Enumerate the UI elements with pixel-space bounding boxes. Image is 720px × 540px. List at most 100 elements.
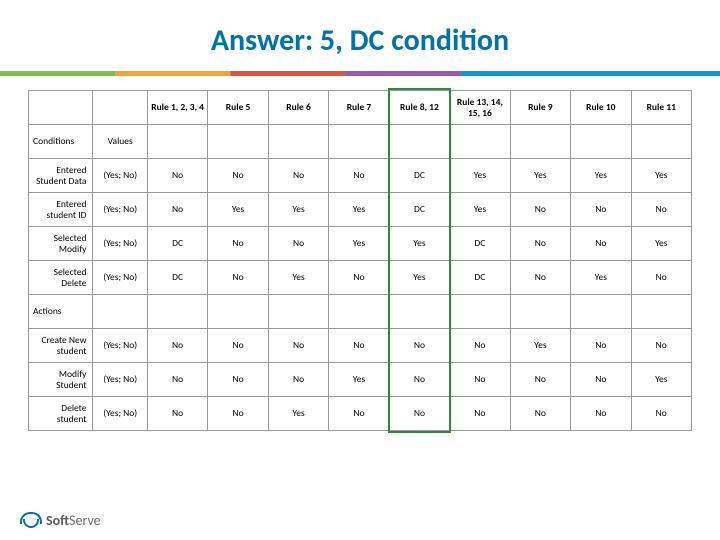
cell: No xyxy=(571,329,631,363)
cell: No xyxy=(510,397,570,431)
cell xyxy=(571,295,631,329)
table-row: Modify Student(Yes; No)NoNoNoYesNoNoNoNo… xyxy=(29,363,692,397)
table-row: Selected Modify(Yes; No)DCNoNoYesYesDCNo… xyxy=(29,227,692,261)
row-label: Selected Delete xyxy=(29,261,93,295)
cell xyxy=(93,295,147,329)
cell: No xyxy=(450,363,510,397)
cell: No xyxy=(571,227,631,261)
column-header xyxy=(93,91,147,125)
cell: No xyxy=(147,397,207,431)
cell: Yes xyxy=(510,159,570,193)
cell: (Yes; No) xyxy=(93,261,147,295)
cell: Yes xyxy=(329,363,389,397)
cell: Yes xyxy=(389,261,449,295)
cell: Yes xyxy=(389,227,449,261)
cell: Yes xyxy=(571,159,631,193)
cell: Values xyxy=(93,125,147,159)
cell: DC xyxy=(389,159,449,193)
cell: Yes xyxy=(329,227,389,261)
cell: DC xyxy=(450,261,510,295)
cell: DC xyxy=(147,227,207,261)
column-header: Rule 5 xyxy=(208,91,268,125)
cell: No xyxy=(268,227,328,261)
cell xyxy=(389,295,449,329)
cell: Yes xyxy=(268,261,328,295)
cell xyxy=(268,295,328,329)
cell: Yes xyxy=(510,329,570,363)
row-label: Entered student ID xyxy=(29,193,93,227)
cell: Yes xyxy=(268,193,328,227)
cell: Yes xyxy=(208,193,268,227)
cell xyxy=(208,125,268,159)
table-row: Entered Student Data(Yes; No)NoNoNoNoDCY… xyxy=(29,159,692,193)
cell: (Yes; No) xyxy=(93,329,147,363)
cell: Yes xyxy=(329,193,389,227)
cell: No xyxy=(631,329,691,363)
table-row: Actions xyxy=(29,295,692,329)
row-label: Create New student xyxy=(29,329,93,363)
cell: No xyxy=(329,397,389,431)
cell: No xyxy=(571,397,631,431)
cell xyxy=(389,125,449,159)
cell: (Yes; No) xyxy=(93,363,147,397)
cell xyxy=(329,125,389,159)
cell: (Yes; No) xyxy=(93,159,147,193)
column-header: Rule 8, 12 xyxy=(389,91,449,125)
cell: No xyxy=(571,363,631,397)
cell: No xyxy=(268,363,328,397)
cell xyxy=(510,295,570,329)
column-header: Rule 9 xyxy=(510,91,570,125)
cell: No xyxy=(329,329,389,363)
cell: No xyxy=(510,193,570,227)
cell: No xyxy=(208,397,268,431)
cell: No xyxy=(208,261,268,295)
cell: DC xyxy=(147,261,207,295)
cell: No xyxy=(389,363,449,397)
cell: No xyxy=(147,329,207,363)
cell: DC xyxy=(389,193,449,227)
cell: No xyxy=(147,193,207,227)
section-label: Actions xyxy=(29,295,93,329)
cell: No xyxy=(268,329,328,363)
table-row: Entered student ID(Yes; No)NoYesYesYesDC… xyxy=(29,193,692,227)
cell xyxy=(631,125,691,159)
cell xyxy=(450,295,510,329)
cell xyxy=(510,125,570,159)
cell: DC xyxy=(450,227,510,261)
cell: No xyxy=(208,227,268,261)
cell: (Yes; No) xyxy=(93,397,147,431)
cell xyxy=(268,125,328,159)
cell: (Yes; No) xyxy=(93,227,147,261)
table-header-row: Rule 1, 2, 3, 4Rule 5Rule 6Rule 7Rule 8,… xyxy=(29,91,692,125)
cell: No xyxy=(571,193,631,227)
column-header: Rule 13, 14, 15, 16 xyxy=(450,91,510,125)
cell: No xyxy=(450,329,510,363)
cell: Yes xyxy=(450,193,510,227)
cell xyxy=(329,295,389,329)
column-header: Rule 1, 2, 3, 4 xyxy=(147,91,207,125)
cell: No xyxy=(631,261,691,295)
cell: No xyxy=(631,193,691,227)
cell: No xyxy=(147,159,207,193)
section-label: Conditions xyxy=(29,125,93,159)
cell: No xyxy=(450,397,510,431)
table-row: Selected Delete(Yes; No)DCNoYesNoYesDCNo… xyxy=(29,261,692,295)
cell xyxy=(571,125,631,159)
cell: No xyxy=(329,261,389,295)
column-header: Rule 10 xyxy=(571,91,631,125)
row-label: Entered Student Data xyxy=(29,159,93,193)
cell: No xyxy=(208,159,268,193)
table-row: ConditionsValues xyxy=(29,125,692,159)
cell: Yes xyxy=(450,159,510,193)
cell: No xyxy=(510,261,570,295)
cell: Yes xyxy=(631,227,691,261)
logo-light: Serve xyxy=(69,512,101,529)
cell xyxy=(631,295,691,329)
decision-table: Rule 1, 2, 3, 4Rule 5Rule 6Rule 7Rule 8,… xyxy=(28,90,692,431)
table-row: Create New student(Yes; No)NoNoNoNoNoNoY… xyxy=(29,329,692,363)
column-header: Rule 6 xyxy=(268,91,328,125)
logo-bold: Soft xyxy=(46,512,69,529)
cell: (Yes; No) xyxy=(93,193,147,227)
cell: No xyxy=(208,329,268,363)
logo-swirl-icon xyxy=(20,510,40,530)
